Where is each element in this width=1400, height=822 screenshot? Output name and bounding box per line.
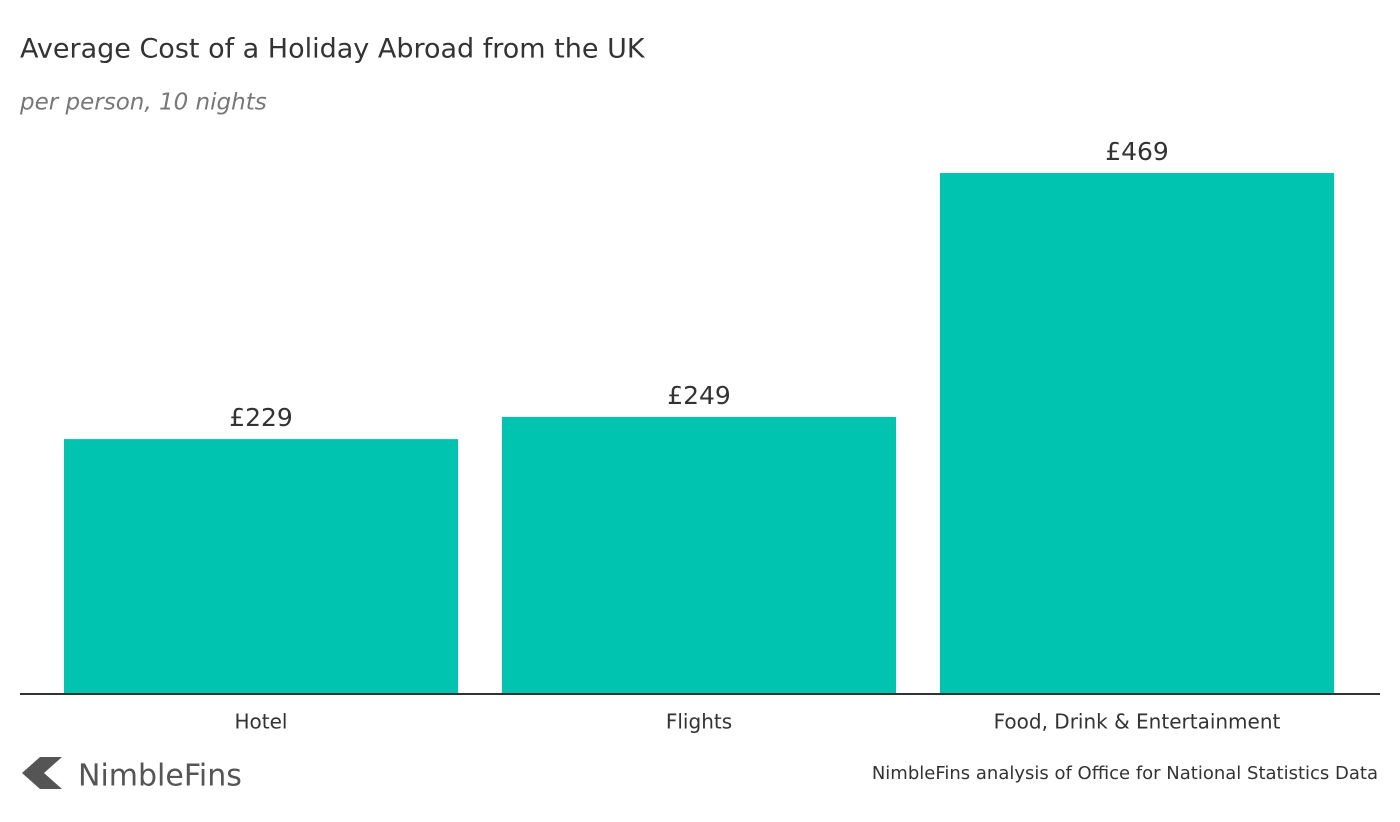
x-tick-label: Flights	[666, 710, 732, 734]
bar	[64, 439, 458, 693]
x-tick-label: Hotel	[235, 710, 288, 734]
value-label: £249	[667, 381, 731, 410]
value-label: £469	[1105, 137, 1169, 166]
bar	[940, 173, 1334, 693]
value-label: £229	[229, 403, 293, 432]
chart-subtitle: per person, 10 nights	[19, 90, 267, 116]
x-tick-label: Food, Drink & Entertainment	[994, 710, 1281, 734]
bar	[502, 416, 896, 693]
source-note: NimbleFins analysis of Office for Nation…	[872, 763, 1378, 784]
brand-logo	[22, 757, 62, 789]
brand-name: NimbleFins	[78, 759, 242, 794]
chart-title: Average Cost of a Holiday Abroad from th…	[20, 34, 646, 65]
